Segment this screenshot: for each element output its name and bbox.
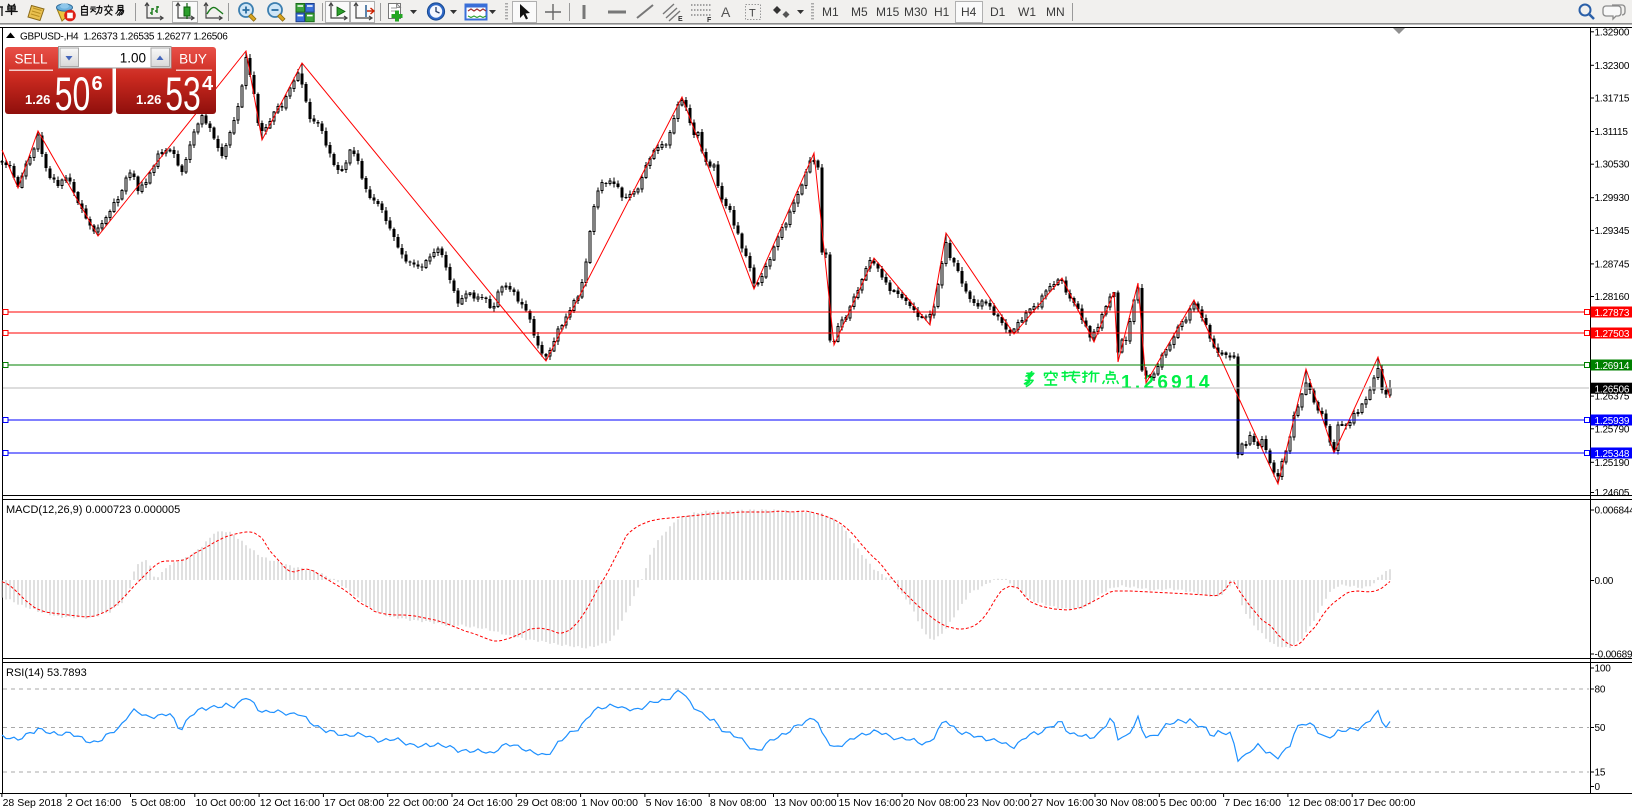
svg-text:E: E (678, 16, 683, 23)
svg-text:22 Oct 00:00: 22 Oct 00:00 (388, 797, 448, 809)
svg-text:29 Oct 08:00: 29 Oct 08:00 (517, 797, 577, 809)
svg-text:1.32300: 1.32300 (1595, 61, 1630, 72)
svg-text:0: 0 (1595, 782, 1601, 793)
svg-text:1.27873: 1.27873 (1595, 308, 1630, 319)
svg-text:1.31115: 1.31115 (1595, 127, 1629, 138)
svg-text:1 Nov 00:00: 1 Nov 00:00 (581, 797, 638, 809)
svg-text:1.27503: 1.27503 (1595, 329, 1630, 340)
svg-text:0.006844: 0.006844 (1595, 506, 1632, 517)
svg-text:24 Oct 16:00: 24 Oct 16:00 (453, 797, 513, 809)
svg-text:1.26914: 1.26914 (1595, 361, 1630, 372)
svg-text:M15: M15 (876, 5, 900, 19)
svg-text:D1: D1 (990, 5, 1006, 19)
svg-text:15: 15 (1595, 768, 1606, 779)
svg-text:1.26506: 1.26506 (1595, 384, 1630, 395)
svg-text:MACD(12,26,9) 0.000723 0.00000: MACD(12,26,9) 0.000723 0.000005 (6, 504, 180, 516)
svg-text:SELL: SELL (14, 52, 48, 67)
svg-text:23 Nov 00:00: 23 Nov 00:00 (967, 797, 1030, 809)
svg-text:1.24605: 1.24605 (1595, 488, 1630, 499)
svg-text:1.25939: 1.25939 (1595, 416, 1630, 427)
svg-text:1.00: 1.00 (120, 51, 146, 66)
svg-text:1.26: 1.26 (136, 92, 161, 107)
svg-text:1.28745: 1.28745 (1595, 259, 1630, 270)
svg-text:1.25790: 1.25790 (1595, 424, 1630, 435)
svg-text:1.26: 1.26 (25, 92, 50, 107)
svg-text:1.31715: 1.31715 (1595, 94, 1630, 105)
svg-text:20 Nov 08:00: 20 Nov 08:00 (903, 797, 966, 809)
svg-text:17 Oct 08:00: 17 Oct 08:00 (324, 797, 384, 809)
svg-text:M30: M30 (904, 5, 928, 19)
svg-text:1.29345: 1.29345 (1595, 226, 1630, 237)
svg-text:15 Nov 16:00: 15 Nov 16:00 (839, 797, 902, 809)
svg-text:5 Oct 08:00: 5 Oct 08:00 (131, 797, 185, 809)
svg-text:4: 4 (202, 73, 214, 95)
svg-text:8 Nov 08:00: 8 Nov 08:00 (710, 797, 767, 809)
svg-text:1.32900: 1.32900 (1595, 27, 1630, 38)
svg-text:12 Oct 16:00: 12 Oct 16:00 (260, 797, 320, 809)
svg-text:1.26914: 1.26914 (1121, 373, 1213, 394)
svg-text:53: 53 (165, 68, 201, 121)
svg-text:GBPUSD-,H4 1.26373 1.26535 1.: GBPUSD-,H4 1.26373 1.26535 1.26277 1.265… (20, 32, 228, 43)
svg-text:28 Sep 2018: 28 Sep 2018 (3, 797, 63, 809)
svg-text:1.25348: 1.25348 (1595, 449, 1630, 460)
svg-text:10 Oct 00:00: 10 Oct 00:00 (196, 797, 256, 809)
svg-text:2 Oct 16:00: 2 Oct 16:00 (67, 797, 121, 809)
svg-text:27 Nov 16:00: 27 Nov 16:00 (1031, 797, 1094, 809)
svg-text:T: T (749, 8, 756, 20)
svg-text:17 Dec 00:00: 17 Dec 00:00 (1353, 797, 1416, 809)
svg-text:-0.006894: -0.006894 (1595, 650, 1632, 661)
svg-text:0.00: 0.00 (1595, 576, 1614, 587)
svg-text:6: 6 (92, 73, 103, 95)
svg-text:A: A (721, 4, 731, 20)
svg-text:M1: M1 (822, 5, 839, 19)
svg-text:80: 80 (1595, 685, 1606, 696)
svg-text:BUY: BUY (179, 52, 207, 67)
svg-text:M5: M5 (851, 5, 868, 19)
svg-text:1.29930: 1.29930 (1595, 193, 1630, 204)
svg-text:F: F (707, 17, 712, 24)
svg-text:1.30530: 1.30530 (1595, 160, 1630, 171)
svg-text:5 Nov 16:00: 5 Nov 16:00 (646, 797, 703, 809)
svg-text:W1: W1 (1018, 5, 1036, 19)
svg-text:1.25190: 1.25190 (1595, 458, 1630, 469)
svg-text:12 Dec 08:00: 12 Dec 08:00 (1289, 797, 1352, 809)
svg-text:1.26375: 1.26375 (1595, 392, 1630, 403)
svg-text:30 Nov 08:00: 30 Nov 08:00 (1096, 797, 1159, 809)
svg-text:5 Dec 00:00: 5 Dec 00:00 (1160, 797, 1217, 809)
svg-text:RSI(14) 53.7893: RSI(14) 53.7893 (6, 667, 87, 679)
svg-text:50: 50 (55, 68, 91, 121)
svg-text:13 Nov 00:00: 13 Nov 00:00 (774, 797, 837, 809)
svg-text:1.28160: 1.28160 (1595, 292, 1630, 303)
svg-text:H1: H1 (934, 5, 950, 19)
svg-text:MN: MN (1046, 5, 1065, 19)
svg-text:50: 50 (1595, 723, 1606, 734)
svg-text:H4: H4 (961, 5, 977, 19)
svg-text:7 Dec 16:00: 7 Dec 16:00 (1224, 797, 1281, 809)
svg-text:100: 100 (1595, 664, 1612, 675)
